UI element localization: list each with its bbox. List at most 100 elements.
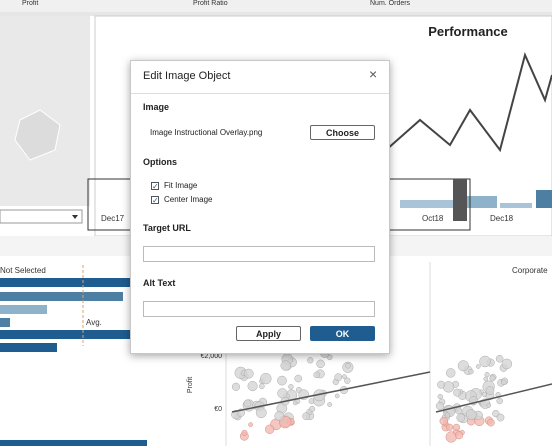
scatter-dot xyxy=(500,379,507,386)
y-axis-label: Profit xyxy=(187,377,194,393)
file-name: Image Instructional Overlay.png xyxy=(150,128,263,137)
scatter-dot xyxy=(231,382,241,391)
object-toolbar[interactable] xyxy=(453,179,467,221)
scatter-dot xyxy=(288,384,294,390)
checkbox-label: Fit Image xyxy=(164,181,198,190)
bar xyxy=(0,343,57,352)
scatter-dot xyxy=(455,431,464,440)
checkbox-label: Center Image xyxy=(164,195,213,204)
scatter-dot xyxy=(468,368,474,375)
scatter-title: Corporate xyxy=(512,266,548,275)
scatter-dot xyxy=(445,431,457,443)
x-label: Dec18 xyxy=(490,214,514,223)
scatter-dot xyxy=(258,383,265,390)
scatter-dot xyxy=(475,364,481,369)
apply-button[interactable]: Apply xyxy=(236,326,301,341)
scatter-dot xyxy=(453,388,462,397)
scatter-dot xyxy=(344,377,351,384)
panel-title: Performance xyxy=(428,24,507,39)
scatter-dot xyxy=(243,399,252,408)
scatter-dot xyxy=(274,411,285,421)
checkbox[interactable]: ✓ xyxy=(151,182,159,191)
scatter-dot xyxy=(496,397,503,405)
dialog-title: Edit Image Object xyxy=(143,70,231,82)
scatter-dot xyxy=(444,412,451,418)
scatter-dot xyxy=(280,360,291,371)
dialog: Edit Image Object × Image Image Instruct… xyxy=(130,60,390,354)
scatter-dot xyxy=(255,407,267,419)
scatter-dot xyxy=(486,403,492,408)
scatter-dot xyxy=(442,381,455,393)
scatter-dot xyxy=(456,413,466,423)
map xyxy=(0,16,90,206)
scatter-dot xyxy=(483,376,489,382)
scatter-dot xyxy=(302,412,311,421)
bar xyxy=(400,200,460,208)
scatter-dot xyxy=(260,372,272,385)
checkbox[interactable]: ✓ xyxy=(151,196,159,205)
bar xyxy=(0,318,10,327)
separator xyxy=(0,12,552,16)
close-button[interactable]: × xyxy=(369,66,378,82)
dropdown[interactable] xyxy=(0,209,83,224)
scatter-dot xyxy=(241,429,248,436)
bar xyxy=(500,203,532,208)
ok-button[interactable]: OK xyxy=(310,326,375,341)
scatter-dot xyxy=(265,424,275,434)
scatter-dot xyxy=(484,372,490,378)
top-label: Profit xyxy=(22,0,38,7)
separator xyxy=(131,93,389,94)
scatter-dot xyxy=(277,375,287,386)
dropdown-arrow xyxy=(72,215,78,219)
scatter-dot xyxy=(437,380,446,389)
top-label: Profit Ratio xyxy=(193,0,228,7)
bar xyxy=(0,305,47,314)
scatter-dot xyxy=(489,375,496,382)
scatter-dot xyxy=(446,423,454,431)
scatter-dot xyxy=(465,409,477,420)
scatter-dot xyxy=(452,423,461,431)
map-shape xyxy=(14,109,61,161)
scatter-dot xyxy=(334,373,343,382)
scatter-dot xyxy=(439,416,449,426)
scatter-dot xyxy=(327,402,333,407)
scatter-dot xyxy=(313,371,321,379)
scatter-dot xyxy=(487,418,495,427)
bar xyxy=(0,278,142,287)
scatter-dot xyxy=(292,400,298,406)
scatter-dot xyxy=(435,401,445,410)
x-label: Dec17 xyxy=(101,214,125,223)
bar xyxy=(0,330,160,339)
choose-button[interactable]: Choose xyxy=(310,125,375,140)
bar xyxy=(536,190,552,208)
scatter-dot xyxy=(248,422,253,427)
alt-text-input[interactable] xyxy=(143,301,375,317)
scatter-dot xyxy=(247,381,258,392)
scatter-dot xyxy=(457,360,469,372)
field-label: Target URL xyxy=(143,223,191,233)
scatter-dot xyxy=(316,359,325,369)
scatter-dot xyxy=(479,355,491,368)
y-tick-label: €0 xyxy=(214,406,222,413)
bar xyxy=(0,440,147,446)
scatter-dot xyxy=(307,357,314,364)
scatter-dots xyxy=(231,341,513,443)
legend-label: Not Selected xyxy=(0,266,46,275)
scatter-dot xyxy=(437,393,443,400)
scatter-dot xyxy=(309,405,316,412)
section-heading: Options xyxy=(143,157,177,167)
scatter-dot xyxy=(481,391,488,398)
trend-line xyxy=(435,383,552,413)
line-chart xyxy=(385,51,552,153)
scatter-dot xyxy=(501,358,513,370)
target-url-input[interactable] xyxy=(143,246,375,262)
bar xyxy=(0,292,123,301)
scatter-dot xyxy=(495,354,504,363)
scatter-dot xyxy=(445,368,456,378)
scatter-dot xyxy=(294,374,303,383)
top-strip xyxy=(0,0,552,12)
scatter-dot xyxy=(485,386,495,395)
y-tick-label: €2,000 xyxy=(201,353,223,360)
scatter-dot xyxy=(243,368,254,379)
